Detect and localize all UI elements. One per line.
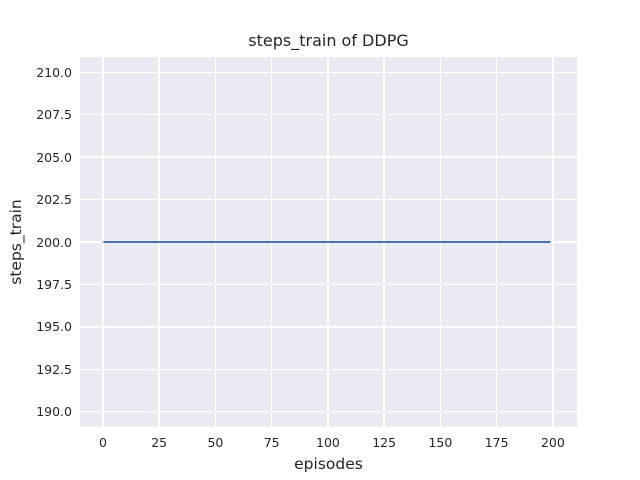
y-gridline <box>80 283 577 286</box>
series-line <box>102 241 551 243</box>
y-tick-label: 210.0 <box>36 64 72 80</box>
y-gridline <box>80 326 577 328</box>
y-gridline <box>80 156 577 158</box>
x-tick-label: 100 <box>316 435 340 450</box>
x-tick-label: 175 <box>484 435 509 450</box>
y-tick-label: 190.0 <box>36 404 72 420</box>
x-tick-label: 50 <box>207 435 224 450</box>
plot-area <box>80 57 577 427</box>
chart-title: steps_train of DDPG <box>248 31 409 50</box>
x-tick-label: 0 <box>98 435 107 450</box>
x-axis-label: episodes <box>294 455 363 473</box>
y-tick-label: 195.0 <box>36 319 72 335</box>
x-tick-label: 75 <box>263 435 280 450</box>
y-tick-label: 200.0 <box>36 234 72 250</box>
y-gridline <box>80 114 577 116</box>
y-tick-label: 202.5 <box>36 192 72 208</box>
y-tick-label: 207.5 <box>36 107 72 123</box>
x-tick-label: 150 <box>428 435 453 450</box>
y-tick-label: 205.0 <box>36 149 72 165</box>
y-gridline <box>80 368 577 370</box>
x-tick-label: 200 <box>540 435 565 450</box>
x-tick-label: 25 <box>151 435 168 450</box>
y-tick-label: 192.5 <box>36 361 72 377</box>
y-tick-label: 197.5 <box>36 276 72 292</box>
y-gridline <box>80 411 577 413</box>
x-tick-label: 125 <box>372 435 397 450</box>
y-gridline <box>80 198 577 201</box>
y-gridline <box>80 71 577 73</box>
